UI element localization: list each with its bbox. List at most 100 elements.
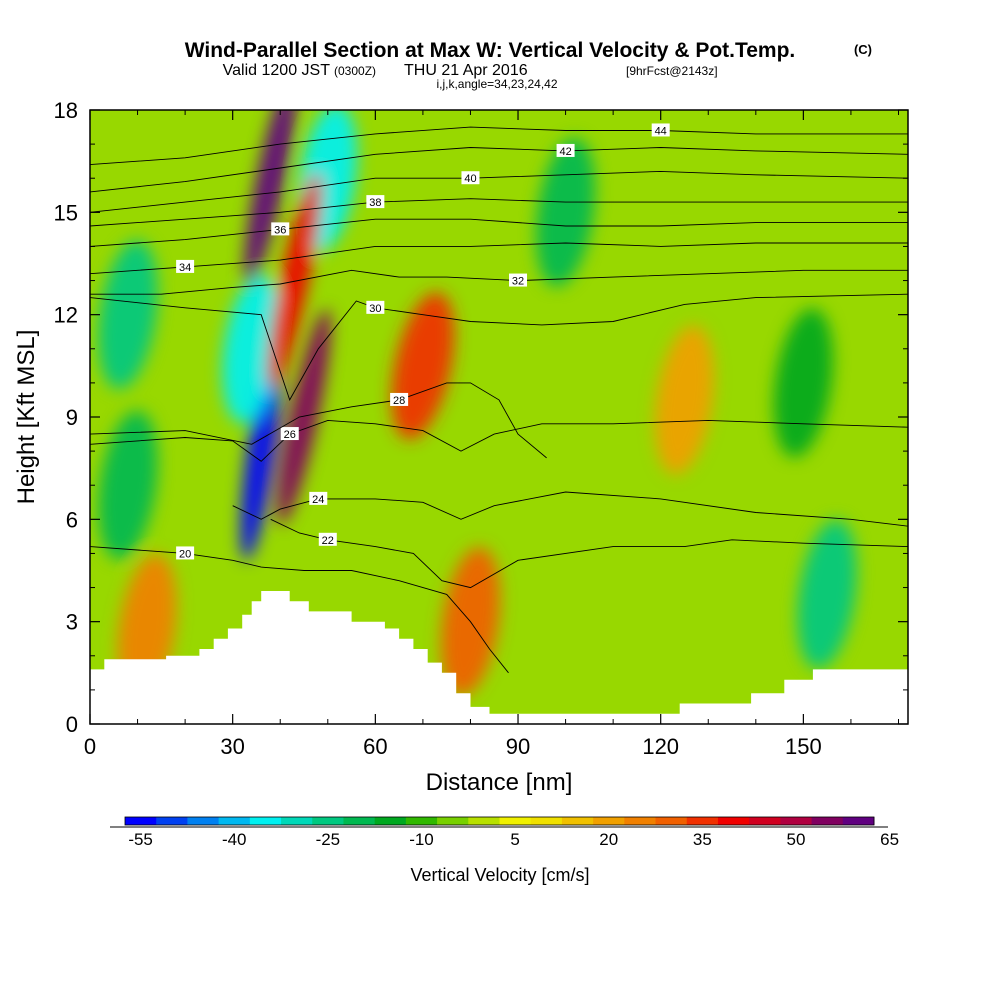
contour-label-text: 26 bbox=[284, 429, 296, 441]
y-tick-label: 0 bbox=[66, 712, 78, 737]
colorbar-tick-label: 35 bbox=[693, 830, 712, 849]
velocity-feature bbox=[277, 309, 331, 525]
velocity-feature bbox=[98, 410, 158, 560]
colorbar-swatch bbox=[437, 817, 469, 825]
colorbar-tick-label: 50 bbox=[787, 830, 806, 849]
contour-label-bg bbox=[318, 532, 337, 546]
contour-label-bg bbox=[390, 392, 409, 406]
colorbar-swatch bbox=[499, 817, 532, 825]
contour-label-text: 32 bbox=[512, 276, 524, 288]
colorbar-swatch bbox=[655, 817, 688, 825]
colorbar-tick-label: -25 bbox=[316, 830, 341, 849]
theta-contour-line bbox=[90, 218, 908, 247]
colorbar-swatch bbox=[780, 817, 813, 825]
theta-contour-line bbox=[90, 419, 908, 462]
velocity-feature bbox=[654, 325, 715, 475]
contour-label-bg bbox=[509, 273, 528, 287]
plot-area: 20 22 24 26 28 30 32 34 36 38 40 42 44 bbox=[90, 110, 908, 724]
x-axis-title: Distance [nm] bbox=[426, 769, 573, 796]
velocity-feature bbox=[773, 308, 833, 458]
terrain bbox=[90, 591, 908, 724]
contour-label-text: 42 bbox=[559, 146, 571, 158]
grid-indices: i,j,k,angle=34,23,24,42 bbox=[436, 77, 557, 91]
colorbar-swatch bbox=[468, 817, 500, 825]
colorbar-swatch bbox=[624, 817, 657, 825]
theta-contour-label: 24 bbox=[309, 491, 328, 506]
contour-label-text: 28 bbox=[393, 395, 405, 407]
contour-label-bg bbox=[556, 143, 575, 157]
valid-time: Valid 1200 JST bbox=[223, 62, 331, 79]
colorbar-swatch bbox=[312, 817, 344, 825]
y-tick-label: 9 bbox=[66, 405, 78, 430]
contour-label-text: 40 bbox=[464, 173, 476, 185]
colorbar-frame bbox=[124, 816, 875, 826]
contour-label-bg bbox=[366, 195, 385, 209]
colorbar-swatch bbox=[249, 817, 282, 825]
theta-contour-label: 26 bbox=[280, 427, 299, 441]
colorbar-swatch bbox=[717, 817, 750, 825]
contour-label-text: 38 bbox=[369, 197, 381, 209]
y-tick-label: 6 bbox=[66, 507, 78, 532]
y-tick-label: 12 bbox=[54, 303, 78, 328]
colorbar-swatch bbox=[842, 817, 875, 825]
theta-contour-label: 42 bbox=[556, 143, 575, 158]
contour-label-bg bbox=[309, 491, 328, 505]
theta-contour-label: 20 bbox=[176, 546, 195, 560]
y-tick-label: 15 bbox=[54, 200, 78, 225]
theta-contour-line bbox=[90, 269, 908, 295]
colorbar-swatch bbox=[749, 817, 781, 825]
colorbar-swatch bbox=[405, 817, 438, 825]
theta-contour-label: 30 bbox=[366, 300, 385, 315]
theta-contour-label: 38 bbox=[366, 195, 385, 209]
colorbar-tick-label: -40 bbox=[222, 830, 247, 849]
contour-label-bg bbox=[176, 259, 195, 273]
theta-contour-line bbox=[232, 491, 908, 527]
theta-contour-label: 40 bbox=[461, 171, 480, 185]
contour-label-bg bbox=[176, 546, 195, 560]
field-background bbox=[90, 110, 908, 724]
colorbar-tick-label: 5 bbox=[510, 830, 519, 849]
velocity-feature bbox=[240, 342, 282, 561]
contour-label-text: 22 bbox=[322, 535, 334, 547]
colorbar-swatch bbox=[561, 817, 594, 825]
colorbar-swatch bbox=[593, 817, 625, 825]
colorbar: -55 -40 -25 -10 5 20 35 50 65 bbox=[110, 816, 899, 849]
x-tick-label: 0 bbox=[84, 734, 96, 759]
colorbar-tick-label: 20 bbox=[599, 830, 618, 849]
theta-contour-line bbox=[90, 147, 908, 193]
colorbar-tick-label: 65 bbox=[880, 830, 899, 849]
x-tick-label: 60 bbox=[363, 734, 387, 759]
velocity-feature bbox=[222, 274, 282, 424]
y-tick-label: 3 bbox=[66, 610, 78, 635]
contour-label-bg bbox=[651, 123, 670, 137]
colorbar-swatch bbox=[374, 817, 407, 825]
colorbar-swatch bbox=[156, 817, 188, 825]
x-tick-label: 150 bbox=[785, 734, 822, 759]
contour-label-text: 36 bbox=[274, 224, 286, 236]
colorbar-swatch bbox=[530, 817, 563, 825]
colorbar-swatch bbox=[218, 817, 251, 825]
chart-title: Wind-Parallel Section at Max W: Vertical… bbox=[185, 39, 796, 62]
contour-label-bg bbox=[271, 222, 290, 236]
contour-label-bg bbox=[461, 171, 480, 185]
colorbar-tick-label: -10 bbox=[409, 830, 434, 849]
y-tick-label: 18 bbox=[54, 98, 78, 123]
theta-contour-line bbox=[90, 546, 509, 674]
theta-contour-label: 22 bbox=[318, 532, 337, 547]
theta-contour-line bbox=[90, 126, 908, 166]
velocity-feature bbox=[797, 520, 857, 669]
theta-contour-label: 32 bbox=[509, 273, 528, 288]
colorbar-swatch bbox=[811, 817, 844, 825]
theta-contour-line bbox=[90, 198, 908, 227]
theta-contour-label: 34 bbox=[176, 259, 195, 274]
colorbar-swatch bbox=[281, 817, 313, 825]
y-axis-title: Height [Kft MSL] bbox=[13, 330, 40, 505]
copyright-mark: (C) bbox=[854, 42, 872, 57]
contour-label-bg bbox=[280, 427, 299, 441]
theta-contour-label: 44 bbox=[651, 123, 670, 137]
x-tick-label: 90 bbox=[506, 734, 530, 759]
contour-label-text: 30 bbox=[369, 303, 381, 315]
colorbar-swatch bbox=[686, 817, 719, 825]
